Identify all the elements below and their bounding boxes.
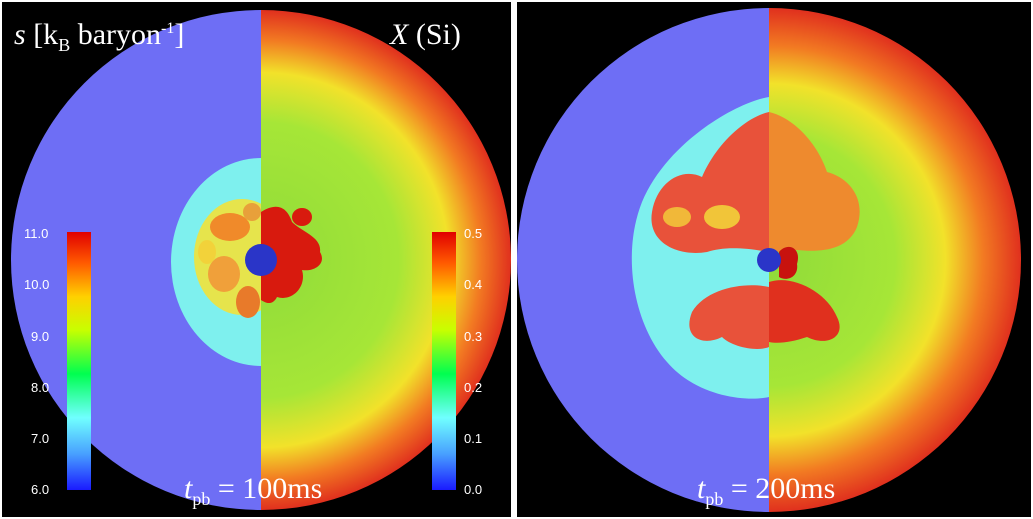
silicon-lobe-lower: [769, 280, 840, 343]
entropy-lobe-lower: [689, 285, 769, 349]
silicon-tick: 0.3: [464, 329, 483, 344]
simulation-map-100ms: [11, 10, 511, 510]
silicon-label: X (Si): [390, 18, 461, 51]
entropy-colorbar: [67, 232, 91, 490]
silicon-tick: 0.5: [464, 226, 483, 241]
entropy-tick: 6.0: [31, 482, 50, 497]
silicon-tick: 0.2: [464, 380, 483, 395]
entropy-tick: 8.0: [31, 380, 50, 395]
silicon-tick: 0.0: [464, 482, 483, 497]
entropy-tick: 7.0: [31, 431, 50, 446]
silicon-plume: [261, 206, 322, 304]
entropy-label: s [kB baryon-1]: [14, 18, 185, 55]
simulation-map-200ms: [517, 8, 1021, 512]
silicon-colorbar: [432, 232, 456, 490]
core: [757, 248, 781, 272]
simulation-panel-100ms: s [kB baryon-1] X (Si) 11.0 10.0 9.0 8.0…: [2, 2, 511, 517]
silicon-lobe-upper: [769, 112, 860, 252]
time-label-200ms: tpb = 200ms: [697, 472, 836, 509]
silicon-tick: 0.1: [464, 431, 483, 446]
entropy-tick: 10.0: [24, 277, 50, 292]
entropy-tick: 9.0: [31, 329, 50, 344]
entropy-tick: 11.0: [24, 226, 49, 241]
simulation-panel-200ms: tpb = 200ms: [517, 2, 1031, 517]
core: [245, 244, 277, 276]
silicon-half: [769, 8, 1021, 512]
time-label-100ms: tpb = 100ms: [184, 472, 323, 509]
silicon-tick: 0.4: [464, 277, 483, 292]
